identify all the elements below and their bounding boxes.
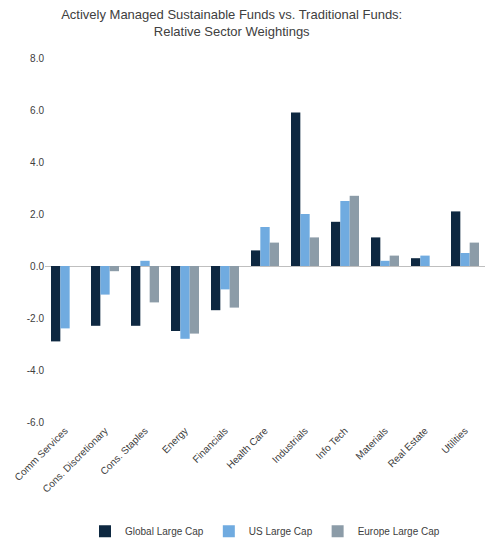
svg-text:-6.0: -6.0 <box>27 417 45 428</box>
svg-text:Actively Managed Sustainable F: Actively Managed Sustainable Funds vs. T… <box>61 7 402 39</box>
svg-text:Real Estate: Real Estate <box>386 425 431 470</box>
svg-text:4.0: 4.0 <box>30 157 44 168</box>
svg-text:Europe Large Cap: Europe Large Cap <box>358 526 440 537</box>
svg-text:2.0: 2.0 <box>30 209 44 220</box>
svg-text:-4.0: -4.0 <box>27 365 45 376</box>
svg-text:0.0: 0.0 <box>30 261 44 272</box>
svg-text:8.0: 8.0 <box>30 53 44 64</box>
svg-text:US Large Cap: US Large Cap <box>249 526 313 537</box>
svg-text:Info Tech: Info Tech <box>314 425 350 461</box>
svg-text:Materials: Materials <box>353 425 389 461</box>
svg-text:Cons. Discretionary: Cons. Discretionary <box>40 425 109 494</box>
svg-text:Comm Services: Comm Services <box>12 425 70 483</box>
svg-text:Health Care: Health Care <box>224 425 270 471</box>
svg-text:Global Large Cap: Global Large Cap <box>125 526 204 537</box>
svg-text:Energy: Energy <box>160 425 190 455</box>
svg-text:-2.0: -2.0 <box>27 313 45 324</box>
svg-text:Financials: Financials <box>190 425 230 465</box>
svg-text:Industrials: Industrials <box>270 425 310 465</box>
svg-text:Cons. Staples: Cons. Staples <box>98 425 150 477</box>
svg-text:Utilities: Utilities <box>439 425 470 456</box>
svg-text:6.0: 6.0 <box>30 105 44 116</box>
